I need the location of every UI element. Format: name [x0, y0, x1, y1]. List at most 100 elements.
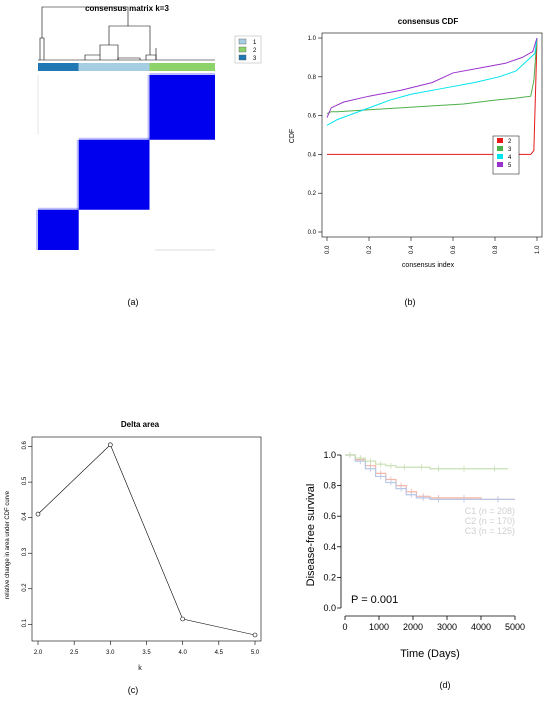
survival-legend: C1 (n = 208)C2 (n = 170)C3 (n = 125) [465, 506, 515, 536]
delta-xtick-label: 3.0 [106, 650, 115, 656]
survival-ytick-label: 0.2 [323, 572, 336, 582]
dendrogram-branch [99, 44, 119, 60]
cluster-bar-2 [149, 63, 215, 71]
caption-d: (d) [439, 680, 451, 690]
survival-ytick-label: 0.6 [323, 511, 336, 521]
survival-ytick-label: 0.8 [323, 481, 336, 491]
delta-xtick-label: 2.0 [34, 650, 43, 656]
survival-xtick-label: 4000 [471, 622, 491, 632]
cdf-legend-swatch-4 [497, 154, 503, 159]
cdf-line-k4 [326, 37, 538, 126]
cdf-ytick-label: 0.8 [308, 75, 317, 81]
cluster-bar-1 [78, 63, 150, 71]
consensus-cdf-chart: consensus CDF consensus index CDF 0.0 0.2… [289, 17, 543, 269]
cdf-line-k5 [326, 37, 538, 118]
delta-series [35, 442, 258, 638]
delta-xtick-label: 2.5 [70, 650, 79, 656]
cdf-plot-frame [321, 32, 543, 238]
legend-label-1: 1 [253, 40, 257, 46]
survival-curve-2 [345, 454, 515, 500]
survival-axes: 0 1000 2000 3000 4000 5000 0.0 0.2 0.4 0.6 0.8 1.0 [323, 450, 525, 632]
delta-ytick-label: 0.1 [22, 618, 28, 627]
dendrogram-branch [117, 57, 141, 60]
legend-box [234, 35, 262, 64]
panel-survival: Time (Days) Disease-free survival P = 0.… [275, 405, 550, 702]
delta-point [108, 442, 113, 448]
cdf-xtick-label: 0.4 [409, 245, 415, 254]
cdf-line-k3 [326, 37, 538, 115]
delta-xtick-label: 4.5 [215, 650, 224, 656]
delta-ytick-label: 0.6 [22, 441, 28, 450]
survival-chart: Time (Days) Disease-free survival P = 0.… [305, 450, 525, 660]
cdf-series [326, 37, 538, 155]
cdf-legend-swatch-5 [497, 162, 503, 167]
dendrogram-branch [41, 6, 129, 38]
delta-ytick-label: 0.3 [22, 547, 28, 556]
dendrogram-branch [108, 25, 151, 55]
panel-consensus-cdf: consensus CDF consensus index CDF 0.0 0.2… [275, 0, 550, 300]
delta-xtick-label: 3.5 [142, 650, 151, 656]
survival-xlabel: Time (Days) [400, 648, 459, 660]
delta-ytick-label: 0.2 [22, 583, 28, 592]
legend-label-2: 2 [253, 48, 257, 54]
cluster-legend: 1 2 3 [234, 35, 262, 64]
cdf-xtick-label: 0.2 [367, 245, 373, 254]
delta-area-chart: Delta area k relative change in area und… [5, 420, 262, 672]
block-edge-shade [149, 73, 215, 75]
consensus-blocks [36, 73, 215, 251]
cdf-ytick-label: 0.0 [308, 230, 317, 236]
cdf-legend-label-3: 3 [508, 147, 512, 153]
delta-plot-frame [31, 436, 262, 642]
cdf-ytick-label: 0.6 [308, 114, 317, 120]
cdf-legend-swatch-2 [497, 138, 503, 143]
survival-legend-1: C1 (n = 208) [465, 506, 515, 516]
block-edge-shade [78, 137, 150, 140]
dendrogram [38, 6, 215, 61]
delta-point [252, 632, 258, 638]
delta-point [180, 616, 185, 622]
legend-swatch-1 [238, 38, 247, 45]
survival-xtick-label: 2000 [403, 622, 423, 632]
cdf-axes: 0.0 0.2 0.4 0.6 0.8 1.0 0.0 0.2 0.4 0.6 0.8 1.0 [308, 32, 543, 254]
block-edge-shade [147, 75, 150, 140]
legend-label-3: 3 [253, 56, 257, 62]
delta-xlabel: k [138, 665, 142, 672]
legend-swatch-2 [238, 46, 247, 53]
caption-a: (a) [127, 297, 139, 307]
survival-xtick-label: 5000 [505, 622, 525, 632]
consensus-block-2 [149, 75, 215, 140]
block-edge-shade [38, 207, 79, 210]
delta-xtick-label: 4.0 [178, 650, 187, 656]
survival-xtick-label: 0 [342, 622, 347, 632]
dendrogram-branch [145, 54, 157, 60]
caption-c: (c) [127, 685, 139, 695]
delta-axes: 2.0 2.5 3.0 3.5 4.0 4.5 5.0 0.1 0.2 0.3 0.4 0.5 0.6 [22, 436, 262, 656]
p-value-annotation: P = 0.001 [351, 594, 398, 606]
cdf-xtick-label: 0.8 [493, 245, 499, 254]
cdf-legend-label-2: 2 [508, 139, 512, 145]
panel-delta-area: Delta area k relative change in area und… [0, 405, 275, 702]
delta-xtick-label: 5.0 [251, 650, 260, 656]
cdf-title: consensus CDF [398, 17, 459, 26]
cdf-ytick-label: 0.4 [308, 152, 317, 158]
cdf-xlabel: consensus index [402, 262, 455, 269]
survival-ylabel: Disease-free survival [305, 484, 317, 587]
survival-ytick-label: 1.0 [323, 450, 336, 460]
delta-point [35, 511, 41, 517]
cdf-legend-box [492, 135, 520, 175]
cdf-xtick-label: 0.6 [451, 245, 457, 254]
delta-ytick-label: 0.5 [22, 476, 28, 485]
cdf-xtick-label: 0.0 [325, 245, 331, 254]
dendrogram-branch [84, 54, 100, 60]
matrix-title: consensus matrix k=3 [85, 4, 169, 13]
delta-line [37, 444, 256, 636]
survival-legend-2: C2 (n = 170) [465, 516, 515, 526]
cdf-legend-label-5: 5 [508, 163, 512, 169]
caption-b: (b) [404, 297, 416, 307]
cdf-line-k2 [327, 37, 538, 155]
delta-title: Delta area [121, 420, 160, 429]
cdf-ytick-label: 1.0 [308, 36, 317, 42]
block-edge-shade [36, 209, 38, 250]
survival-curve-3 [345, 454, 509, 470]
delta-ytick-label: 0.4 [22, 512, 28, 521]
